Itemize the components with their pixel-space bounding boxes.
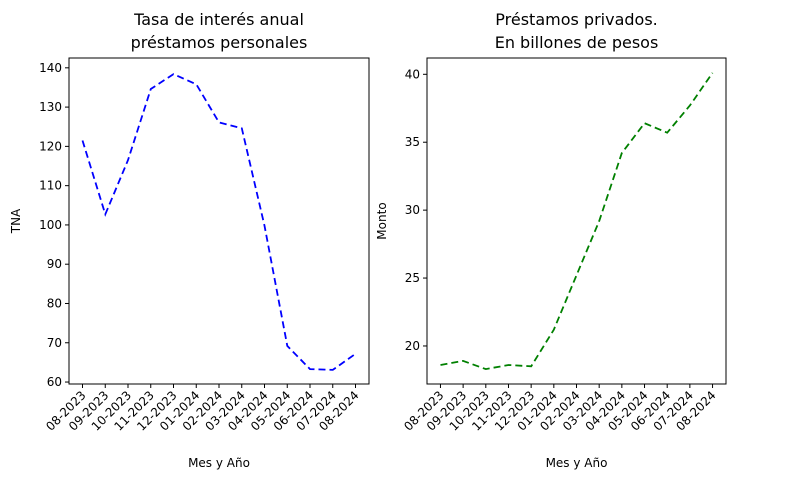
y-tick-label: 110 <box>39 179 62 193</box>
y-tick-label: 35 <box>405 135 420 149</box>
data-point <box>218 122 219 123</box>
chart-title-line: En billones de pesos <box>495 33 659 52</box>
y-tick-label: 30 <box>405 203 420 217</box>
x-axis-label: Mes y Año <box>546 456 608 470</box>
series-line <box>81 73 357 371</box>
data-point <box>485 368 486 369</box>
data-point <box>82 140 83 141</box>
data-point <box>576 275 577 276</box>
data-point <box>621 152 622 153</box>
data-point <box>309 368 310 369</box>
chart-panel-2: Préstamos privados. En billones de pesos 2… <box>375 10 727 470</box>
data-point <box>355 353 356 354</box>
plot-frame <box>68 57 370 385</box>
data-point <box>712 72 713 73</box>
data-point <box>689 105 690 106</box>
plot-frame <box>426 57 727 385</box>
data-point <box>287 345 288 346</box>
data-point <box>332 369 333 370</box>
data-point <box>644 123 645 124</box>
data-point <box>531 366 532 367</box>
chart-title-line: préstamos personales <box>131 33 308 52</box>
data-point <box>150 88 151 89</box>
y-tick-label: 80 <box>47 296 62 310</box>
chart-title-line: Tasa de interés anual <box>133 10 304 29</box>
chart-title-line: Préstamos privados. <box>495 10 657 29</box>
data-point <box>264 225 265 226</box>
y-tick-label: 90 <box>47 257 62 271</box>
data-point <box>440 364 441 365</box>
data-point <box>241 128 242 129</box>
y-tick-label: 140 <box>39 61 62 75</box>
data-point <box>196 84 197 85</box>
x-axis-label: Mes y Año <box>188 456 250 470</box>
y-tick-label: 120 <box>39 139 62 153</box>
y-tick-label: 100 <box>39 218 62 232</box>
y-tick-label: 25 <box>405 271 420 285</box>
y-axis-label: TNA <box>9 208 23 234</box>
y-tick-label: 130 <box>39 100 62 114</box>
chart-panel-1: Tasa de interés anual préstamos personale… <box>9 10 370 470</box>
data-point <box>553 329 554 330</box>
data-point <box>463 360 464 361</box>
data-point <box>599 220 600 221</box>
y-axis-label: Monto <box>375 202 389 239</box>
y-tick-label: 60 <box>47 375 62 389</box>
data-point <box>508 364 509 365</box>
y-tick-label: 40 <box>405 67 420 81</box>
data-point <box>127 160 128 161</box>
data-point <box>667 132 668 133</box>
y-tick-label: 20 <box>405 339 420 353</box>
series-line <box>440 72 714 371</box>
data-point <box>173 74 174 75</box>
data-point <box>105 214 106 215</box>
y-tick-label: 70 <box>47 336 62 350</box>
